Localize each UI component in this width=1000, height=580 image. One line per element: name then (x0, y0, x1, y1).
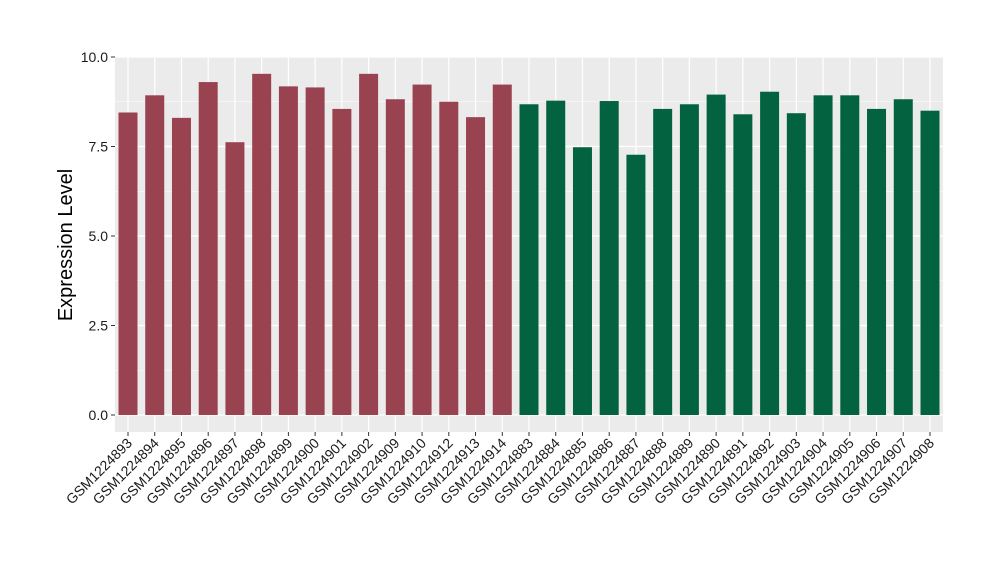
bar-gsm1224890 (706, 94, 726, 415)
bar-gsm1224891 (733, 114, 753, 415)
bar-gsm1224893 (118, 112, 138, 416)
x-axis: GSM1224893GSM1224894GSM1224895GSM1224896… (63, 432, 937, 507)
bar-gsm1224905 (840, 95, 860, 415)
bar-gsm1224901 (332, 108, 352, 415)
bar-gsm1224887 (626, 154, 646, 415)
bar-layer (118, 73, 940, 416)
bar-gsm1224894 (145, 95, 165, 415)
bar-gsm1224912 (439, 101, 459, 415)
bar-gsm1224899 (278, 86, 298, 415)
bar-gsm1224902 (359, 73, 379, 416)
bar-gsm1224892 (760, 91, 780, 415)
y-tick-label: 2.5 (89, 318, 109, 334)
bar-gsm1224897 (225, 142, 245, 416)
bar-gsm1224885 (572, 147, 592, 415)
bar-gsm1224884 (546, 100, 566, 416)
bar-gsm1224909 (385, 99, 405, 415)
y-tick-label: 7.5 (89, 139, 109, 155)
bar-gsm1224883 (519, 104, 539, 416)
bar-gsm1224910 (412, 84, 432, 415)
bar-gsm1224898 (252, 73, 272, 416)
bar-gsm1224904 (813, 95, 833, 415)
y-tick-label: 5.0 (89, 228, 109, 244)
bar-gsm1224913 (466, 117, 486, 416)
bar-gsm1224900 (305, 87, 325, 416)
bar-gsm1224889 (679, 104, 699, 416)
bar-gsm1224895 (171, 117, 191, 416)
y-tick-label: 0.0 (89, 407, 109, 423)
bar-gsm1224908 (920, 110, 940, 415)
y-tick-label: 10.0 (81, 49, 108, 65)
bar-gsm1224914 (492, 84, 512, 415)
bar-gsm1224886 (599, 101, 619, 415)
bar-gsm1224888 (653, 108, 673, 415)
bar-gsm1224896 (198, 82, 218, 415)
y-axis-title: Expression Level (55, 169, 77, 321)
bar-gsm1224906 (867, 108, 887, 415)
bar-gsm1224907 (893, 99, 913, 415)
y-axis: 0.0 2.5 5.0 7.5 10.0 (81, 49, 115, 423)
bar-gsm1224903 (786, 113, 806, 416)
